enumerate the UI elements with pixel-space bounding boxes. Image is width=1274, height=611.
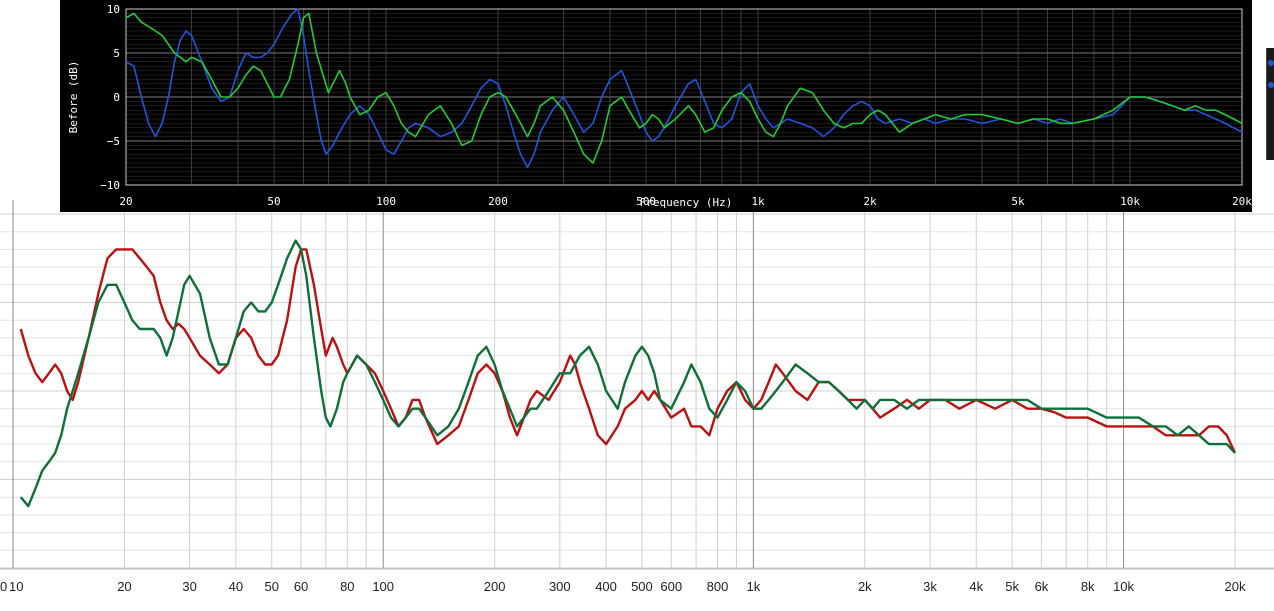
top-x-tick-label: 200 xyxy=(488,195,508,208)
top-y-tick-label: 10 xyxy=(107,3,120,16)
top-x-tick-label: 20 xyxy=(119,195,132,208)
bottom-x-tick-label: 2k xyxy=(858,579,872,594)
bottom-x-tick-prefix: 0 xyxy=(0,579,7,594)
bottom-x-tick-label: 600 xyxy=(660,579,682,594)
legend-series-2-marker xyxy=(1268,82,1274,88)
bottom-x-tick-label: 4k xyxy=(969,579,983,594)
top-plot-frame xyxy=(125,8,1243,186)
bottom-x-tick-label: 10 xyxy=(9,579,23,594)
bottom-x-tick-label: 10k xyxy=(1113,579,1134,594)
bottom-series-2-line xyxy=(19,239,1236,508)
bottom-x-tick-label: 400 xyxy=(595,579,617,594)
bottom-x-tick-label: 20k xyxy=(1225,579,1246,594)
top-x-tick-label: 10k xyxy=(1120,195,1140,208)
bottom-x-tick-label: 200 xyxy=(484,579,506,594)
top-x-tick-label: 20k xyxy=(1232,195,1252,208)
bottom-chart-grid xyxy=(0,200,1274,569)
bottom-x-tick-label: 500 xyxy=(631,579,653,594)
bottom-x-tick-label: 20 xyxy=(117,579,131,594)
top-chart-grid xyxy=(125,8,1243,186)
top-x-tick-label: 500 xyxy=(636,195,656,208)
legend-series-1-marker xyxy=(1268,60,1274,66)
bottom-x-tick-label: 40 xyxy=(229,579,243,594)
top-y-tick-label: 0 xyxy=(113,91,120,104)
bottom-x-tick-label: 3k xyxy=(923,579,937,594)
bottom-x-tick-label: 80 xyxy=(340,579,354,594)
legend-panel xyxy=(1266,48,1274,160)
top-y-tick-label: −5 xyxy=(107,135,120,148)
bottom-x-tick-label: 100 xyxy=(372,579,394,594)
bottom-x-tick-label: 50 xyxy=(265,579,279,594)
top-x-tick-label: 50 xyxy=(267,195,280,208)
top-x-tick-label: 1k xyxy=(751,195,765,208)
bottom-x-tick-label: 1k xyxy=(747,579,761,594)
bottom-x-tick-label: 5k xyxy=(1005,579,1019,594)
top-y-tick-label: 5 xyxy=(113,47,120,60)
bottom-x-tick-label: 300 xyxy=(549,579,571,594)
top-y-axis-label: Before (dB) xyxy=(67,61,80,134)
top-x-tick-label: 100 xyxy=(376,195,396,208)
bottom-chart-background xyxy=(0,200,1274,611)
top-series-2-line xyxy=(125,12,1243,164)
top-series-1-line xyxy=(125,8,1243,169)
bottom-x-tick-label: 800 xyxy=(707,579,729,594)
top-x-tick-label: 2k xyxy=(863,195,877,208)
top-x-tick-label: 5k xyxy=(1011,195,1025,208)
bottom-x-tick-label: 30 xyxy=(182,579,196,594)
bottom-x-tick-label: 6k xyxy=(1035,579,1049,594)
top-x-axis-label: Frequency (Hz) xyxy=(640,196,733,209)
bottom-x-tick-label: 8k xyxy=(1081,579,1095,594)
bottom-x-tick-label: 60 xyxy=(294,579,308,594)
top-y-tick-label: −10 xyxy=(100,179,120,192)
